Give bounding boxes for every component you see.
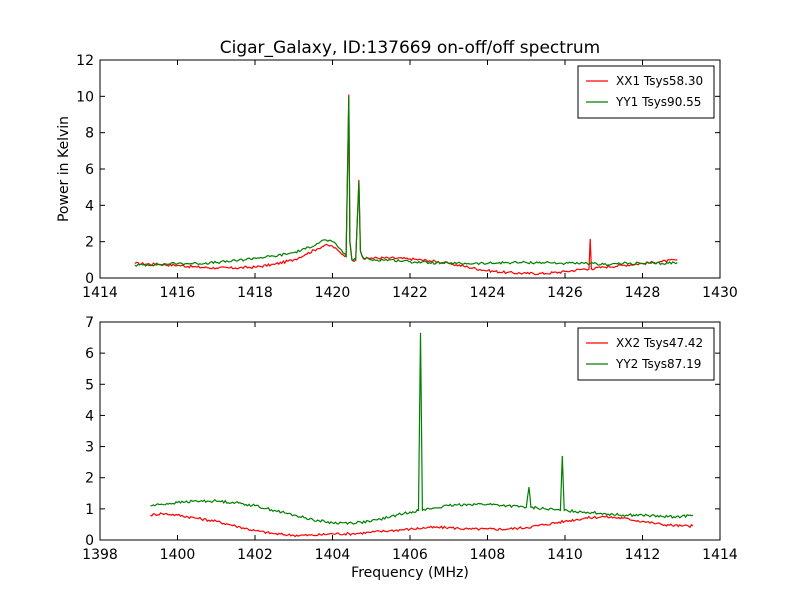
bottom-plot-frame bbox=[99, 321, 721, 541]
bottom-x-tick-label: 1412 bbox=[625, 547, 661, 563]
top-y-tick-label: 8 bbox=[85, 126, 94, 142]
top-x-tick-label: 1430 bbox=[702, 285, 738, 301]
bottom-series-line-2 bbox=[150, 332, 694, 525]
top-x-tick-label: 1426 bbox=[547, 285, 583, 301]
top-y-axis-label: Power in Kelvin bbox=[56, 116, 72, 222]
top-series-layer bbox=[134, 94, 678, 276]
top-series-line-1 bbox=[134, 94, 678, 276]
top-y-tick-label: 4 bbox=[85, 198, 94, 214]
top-series-line-2 bbox=[134, 96, 678, 267]
bottom-x-tick-label: 1402 bbox=[237, 547, 273, 563]
bottom-x-tick-label: 1406 bbox=[392, 547, 428, 563]
bottom-legend-label: YY2 Tsys87.19 bbox=[615, 357, 701, 371]
top-plot-frame bbox=[99, 59, 721, 279]
bottom-legend-label: XX2 Tsys47.42 bbox=[616, 336, 703, 350]
bottom-y-tick-label: 1 bbox=[85, 502, 94, 518]
bottom-x-tick-label: 1398 bbox=[82, 547, 118, 563]
bottom-y-tick-label: 0 bbox=[85, 533, 94, 549]
top-legend-label: XX1 Tsys58.30 bbox=[616, 74, 703, 88]
bottom-y-tick-label: 4 bbox=[85, 408, 94, 424]
top-legend: XX1 Tsys58.30 YY1 Tsys90.55 bbox=[577, 65, 715, 119]
top-x-tick-label: 1428 bbox=[625, 285, 661, 301]
top-legend-label: YY1 Tsys90.55 bbox=[615, 95, 701, 109]
bottom-x-tick-label: 1410 bbox=[547, 547, 583, 563]
top-x-tick-label: 1414 bbox=[82, 285, 118, 301]
bottom-x-tick-label: 1408 bbox=[470, 547, 506, 563]
bottom-series-line-1 bbox=[150, 512, 694, 538]
bottom-y-tick-label: 5 bbox=[85, 377, 94, 393]
top-ticks-layer: 1414 1416 1418 1420 1422 1424 1426 1428 1430 0 2 4 6… bbox=[76, 53, 738, 301]
top-x-tick-label: 1422 bbox=[392, 285, 428, 301]
bottom-y-tick-label: 2 bbox=[85, 471, 94, 487]
bottom-series-layer bbox=[150, 332, 694, 538]
top-y-tick-label: 10 bbox=[76, 89, 94, 105]
bottom-x-tick-label: 1414 bbox=[702, 547, 738, 563]
bottom-y-tick-label: 3 bbox=[85, 440, 94, 456]
top-y-tick-label: 0 bbox=[85, 271, 94, 287]
top-subplot: Cigar_Galaxy, ID:137669 on-off/off spect… bbox=[56, 38, 738, 301]
top-y-tick-label: 6 bbox=[85, 162, 94, 178]
bottom-x-axis-label: Frequency (MHz) bbox=[351, 565, 469, 581]
top-legend-box bbox=[577, 65, 715, 119]
top-chart-title: Cigar_Galaxy, ID:137669 on-off/off spect… bbox=[220, 38, 601, 58]
bottom-legend-box bbox=[577, 327, 715, 381]
bottom-x-tick-label: 1400 bbox=[160, 547, 196, 563]
bottom-y-tick-label: 7 bbox=[85, 315, 94, 331]
bottom-subplot: Frequency (MHz) 1398 1400 1402 1404 1406 1408… bbox=[82, 315, 738, 581]
top-x-tick-label: 1416 bbox=[160, 285, 196, 301]
top-x-tick-label: 1418 bbox=[237, 285, 273, 301]
top-x-tick-label: 1420 bbox=[315, 285, 351, 301]
bottom-x-tick-label: 1404 bbox=[315, 547, 351, 563]
top-x-tick-label: 1424 bbox=[470, 285, 506, 301]
bottom-legend: XX2 Tsys47.42 YY2 Tsys87.19 bbox=[577, 327, 715, 381]
bottom-y-tick-label: 6 bbox=[85, 346, 94, 362]
bottom-ticks-layer: 1398 1400 1402 1404 1406 1408 1410 1412 1414 0 1 2 3… bbox=[82, 315, 738, 563]
top-y-tick-label: 12 bbox=[76, 53, 94, 69]
top-y-tick-label: 2 bbox=[85, 235, 94, 251]
